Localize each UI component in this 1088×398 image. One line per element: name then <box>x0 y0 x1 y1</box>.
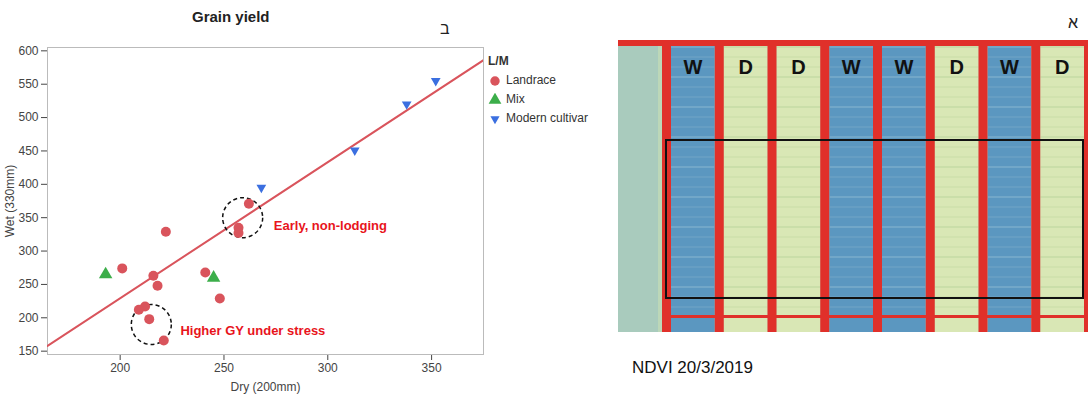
svg-text:300: 300 <box>318 361 338 375</box>
svg-text:500: 500 <box>18 110 38 124</box>
html-text:NDVI 20/3/2019: NDVI 20/3/2019 <box>632 358 753 377</box>
svg-text:D: D <box>1055 56 1069 78</box>
svg-text:600: 600 <box>18 44 38 58</box>
html-text:Modern cultivar: Modern cultivar <box>506 111 588 125</box>
svg-text:W: W <box>842 56 861 78</box>
svg-text:350: 350 <box>422 361 442 375</box>
svg-text:W: W <box>1000 56 1019 78</box>
svg-text:250: 250 <box>214 361 234 375</box>
html-text:Grain yield: Grain yield <box>192 8 270 25</box>
svg-text:450: 450 <box>18 144 38 158</box>
svg-text:Dry (200mm): Dry (200mm) <box>230 380 300 394</box>
svg-text:D: D <box>949 56 963 78</box>
html-text:א: א <box>1068 14 1078 31</box>
svg-text:250: 250 <box>18 277 38 291</box>
svg-text:D: D <box>738 56 752 78</box>
html-text:ב: ב <box>440 20 450 37</box>
svg-text:W: W <box>683 56 702 78</box>
svg-text:350: 350 <box>18 211 38 225</box>
svg-text:300: 300 <box>18 244 38 258</box>
svg-text:Early, non-lodging: Early, non-lodging <box>274 218 387 233</box>
svg-text:150: 150 <box>18 344 38 358</box>
html-text:Mix: Mix <box>506 92 525 106</box>
html-text:L/M: L/M <box>488 54 509 68</box>
svg-text:200: 200 <box>18 311 38 325</box>
svg-text:550: 550 <box>18 77 38 91</box>
svg-text:Wet (330mm): Wet (330mm) <box>3 165 17 237</box>
svg-text:W: W <box>894 56 913 78</box>
html-text:Landrace: Landrace <box>506 73 556 87</box>
svg-text:D: D <box>791 56 805 78</box>
svg-text:400: 400 <box>18 177 38 191</box>
svg-text:200: 200 <box>110 361 130 375</box>
svg-text:Higher GY under stress: Higher GY under stress <box>180 323 325 338</box>
